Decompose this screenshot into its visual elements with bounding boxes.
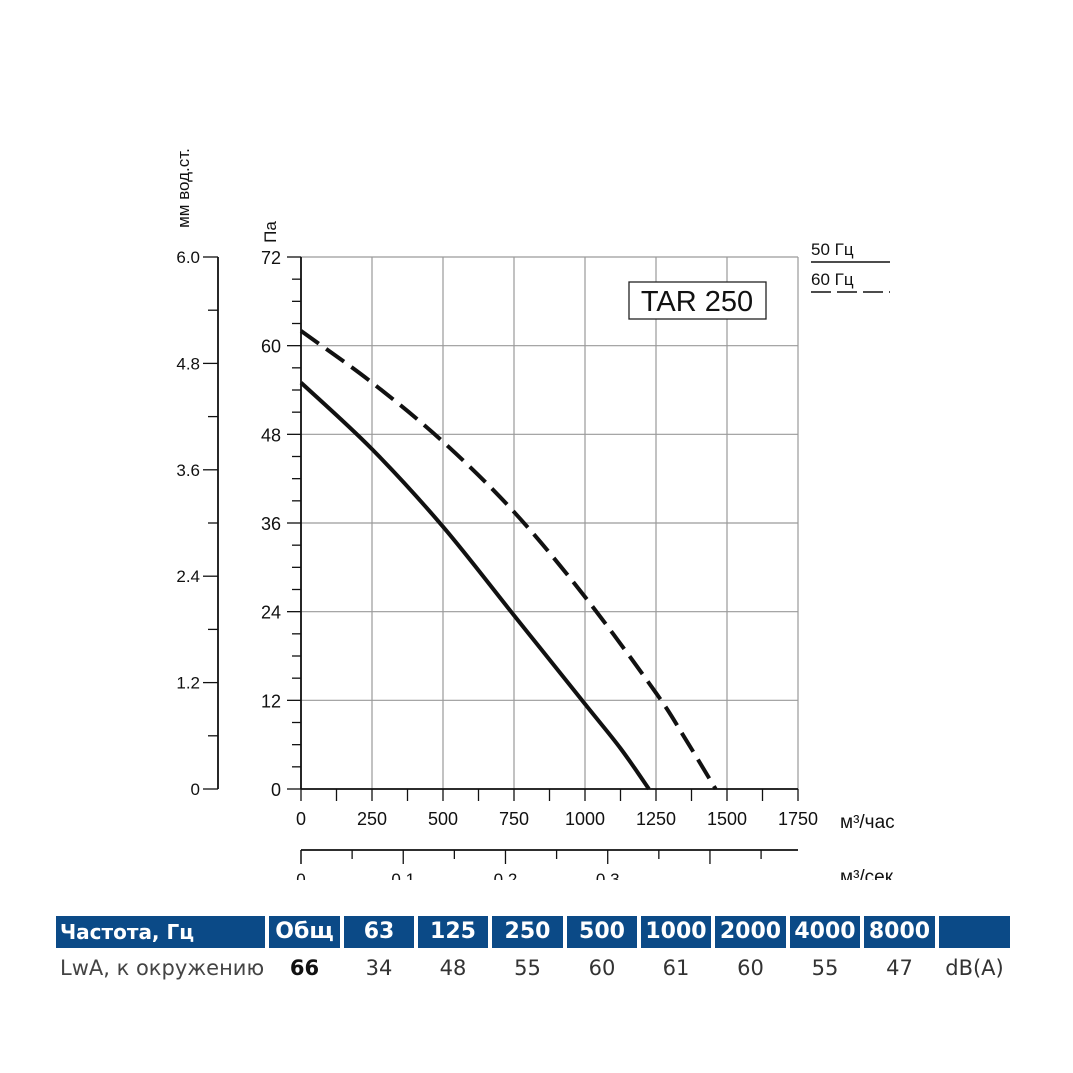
table-header-unit [939, 916, 1010, 948]
y2-tick-label: 3.6 [176, 461, 200, 480]
x2-tick-label: 0.1 [391, 870, 415, 880]
x-tick-label: 1500 [707, 809, 747, 829]
legend-label-60hz: 60 Гц [811, 270, 854, 289]
y-tick-label: 24 [261, 603, 281, 623]
table-header-frequency: Частота, Гц [56, 916, 265, 948]
y-axis-label-mm: мм вод.ст. [174, 148, 193, 228]
y-tick-label: 0 [271, 780, 281, 800]
x2-tick-label: 0.3 [596, 870, 620, 880]
table-value-unit: dB(A) [945, 956, 1004, 980]
y-tick-label: 36 [261, 514, 281, 534]
legend-label-50hz: 50 Гц [811, 240, 854, 259]
table-header-250: 250 [492, 916, 563, 948]
table-value-500: 60 [588, 956, 616, 980]
y-tick-label: 72 [261, 248, 281, 268]
x-tick-label: 250 [357, 809, 387, 829]
chart-title-box [628, 281, 767, 320]
x-tick-label: 1000 [565, 809, 605, 829]
chart-grid [300, 256, 799, 790]
table-value-8000: 47 [886, 956, 913, 980]
table-header-63: 63 [344, 916, 414, 948]
table-value-4000: 55 [811, 956, 839, 980]
x-axis-label-m3s: м³/сек. [840, 867, 898, 880]
y2-tick-label: 2.4 [176, 567, 200, 586]
series-line-60hz [299, 329, 718, 791]
chart-title: TAR 250 [641, 286, 753, 318]
x2-tick-label: 0.2 [494, 870, 518, 880]
y-tick-label: 60 [261, 337, 281, 357]
x-tick-label: 750 [499, 809, 529, 829]
x-tick-label: 0 [296, 809, 306, 829]
y2-tick-label: 4.8 [176, 354, 200, 373]
series-line-50hz [299, 381, 651, 791]
table-value-125: 48 [439, 956, 467, 980]
table-value-250: 55 [514, 956, 541, 980]
table-value-1000: 61 [662, 956, 690, 980]
table-header-125: 125 [418, 916, 488, 948]
chart-curves [299, 329, 718, 791]
y2-tick-label: 0 [191, 780, 200, 799]
table-header-2000: 2000 [715, 916, 786, 948]
table-header-1000: 1000 [641, 916, 711, 948]
table-row-label: LwA, к окружению [60, 956, 265, 980]
fan-performance-chart: 0 12 24 36 48 60 72 0 1.2 2.4 3.6 4.8 6.0 0 250 500 750 1… [174, 148, 898, 880]
y2-tick-label: 1.2 [176, 674, 200, 693]
table-header-8000: 8000 [864, 916, 935, 948]
x-axis-label-m3h: м³/час [840, 812, 895, 833]
y-tick-label: 12 [261, 691, 281, 711]
y-tick-label: 48 [261, 425, 281, 445]
x2-tick-label: 0 [296, 870, 305, 880]
y-axis-label-pa: Па [261, 221, 280, 243]
table-value-63: 34 [365, 956, 393, 980]
table-header-4000: 4000 [790, 916, 860, 948]
x-tick-label: 500 [428, 809, 458, 829]
table-value-total: 66 [289, 956, 320, 980]
table-header-total: Общ [269, 916, 340, 948]
y2-tick-label: 6.0 [176, 248, 200, 267]
table-value-2000: 60 [737, 956, 764, 980]
table-header-500: 500 [567, 916, 637, 948]
chart-axes: 0 12 24 36 48 60 72 0 1.2 2.4 3.6 4.8 6.0 0 250 500 750 1… [176, 248, 818, 880]
x-tick-label: 1750 [778, 809, 818, 829]
x-tick-label: 1250 [636, 809, 676, 829]
